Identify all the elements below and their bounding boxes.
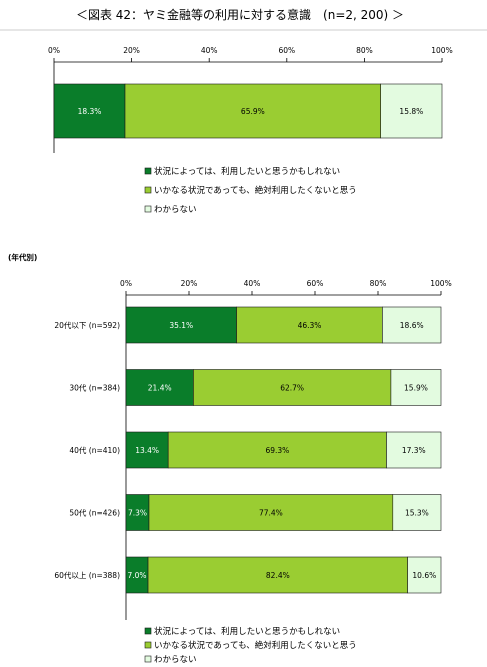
data-label: 21.4% [148, 384, 172, 393]
x-tick-label: 0% [48, 46, 60, 55]
bar-segment [407, 556, 442, 594]
category-label: 60代以上 (n=388) [54, 570, 120, 580]
category-label: 50代 (n=426) [69, 508, 120, 518]
x-tick-label: 20% [181, 279, 198, 288]
data-label: 7.0% [127, 571, 146, 580]
figure-title: ＜図表 42：ヤミ金融等の利用に対する意識 (n=2, 200) ＞ [76, 7, 404, 22]
data-label: 15.9% [404, 384, 428, 393]
age-chart: 0% 20% 40% 60% 80% 100% 20代以下 (n=592) 35.1% 46.3… [54, 279, 452, 620]
bar-segment [125, 431, 169, 469]
bar-segment [390, 369, 442, 406]
bar-segment [148, 494, 394, 531]
legend-label: わからない [154, 205, 197, 215]
x-tick-label: 20% [123, 46, 140, 55]
x-tick-label: 40% [244, 279, 261, 288]
x-tick-label: 80% [356, 46, 373, 55]
x-tick-label: 100% [430, 279, 451, 288]
data-label: 17.3% [402, 446, 426, 455]
data-label: 10.6% [412, 571, 436, 580]
data-label: 18.6% [400, 321, 424, 330]
bar-segment [125, 369, 194, 406]
data-label: 15.3% [405, 509, 429, 518]
legend-swatch [144, 167, 152, 175]
x-tick-label: 80% [370, 279, 387, 288]
overall-legend: 状況によっては、利用したいと思うかもしれないいかなる状況であっても、絶対利用した… [144, 166, 357, 215]
x-tick-label: 100% [431, 46, 452, 55]
data-label: 77.4% [259, 509, 283, 518]
legend-swatch [144, 655, 152, 663]
legend-label: いかなる状況であっても、絶対利用したくないと思う [154, 640, 357, 651]
data-label: 13.4% [135, 446, 159, 455]
legend-label: 状況によっては、利用したいと思うかもしれない [154, 166, 340, 177]
legend-swatch [144, 186, 152, 194]
data-label: 69.3% [265, 446, 289, 455]
bar-segment [392, 494, 442, 531]
bar-segment [386, 431, 442, 469]
x-tick-label: 60% [307, 279, 324, 288]
legend-swatch [144, 641, 152, 649]
bar-segment [380, 83, 443, 139]
bar-segment [382, 306, 442, 344]
age-legend: 状況によっては、利用したいと思うかもしれないいかなる状況であっても、絶対利用した… [144, 626, 357, 665]
x-tick-label: 40% [201, 46, 218, 55]
category-label: 40代 (n=410) [69, 445, 120, 455]
legend-label: 状況によっては、利用したいと思うかもしれない [154, 626, 340, 637]
bar-segment [124, 83, 381, 139]
category-label: 20代以下 (n=592) [54, 320, 120, 330]
data-label: 35.1% [169, 321, 193, 330]
bar-segment [167, 431, 387, 469]
data-label: 15.8% [399, 107, 423, 116]
legend-label: いかなる状況であっても、絶対利用したくないと思う [154, 185, 357, 196]
x-tick-label: 0% [120, 279, 132, 288]
data-label: 82.4% [266, 571, 290, 580]
x-tick-label: 60% [278, 46, 295, 55]
bar-segment [193, 369, 392, 406]
data-label: 62.7% [280, 384, 304, 393]
data-label: 65.9% [241, 107, 265, 116]
data-label: 46.3% [298, 321, 322, 330]
legend-swatch [144, 627, 152, 635]
overall-chart: 0% 20% 40% 60% 80% 100% 18.3% 65.9% 15.8% [48, 46, 453, 153]
legend-swatch [144, 205, 152, 213]
bar-segment [147, 556, 408, 594]
legend-label: わからない [154, 655, 197, 665]
data-label: 7.3% [128, 509, 147, 518]
data-label: 18.3% [78, 107, 102, 116]
age-subheading: (年代別) [8, 252, 37, 262]
category-label: 30代 (n=384) [69, 383, 120, 393]
